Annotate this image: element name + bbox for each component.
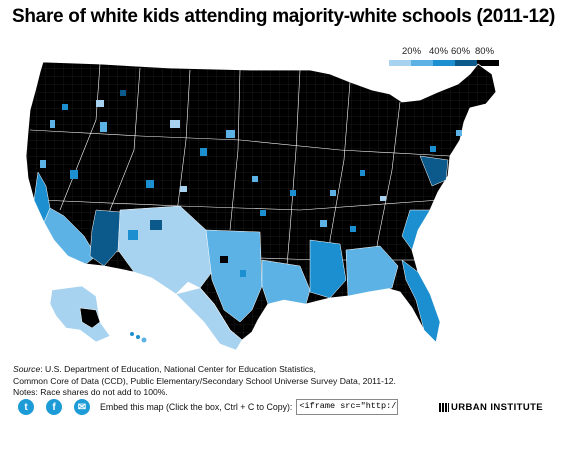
legend-swatch-20-40 bbox=[411, 60, 433, 66]
legend-swatch-0-20 bbox=[389, 60, 411, 66]
facebook-icon[interactable]: f bbox=[46, 399, 62, 415]
brand-name: URBAN INSTITUTE bbox=[451, 402, 544, 413]
embed-label: Embed this map (Click the box, Ctrl + C … bbox=[100, 402, 293, 412]
notes-line: Notes: Race shares do not add to 100%. bbox=[13, 387, 168, 397]
legend-swatch-40-60 bbox=[433, 60, 455, 66]
choropleth-map[interactable] bbox=[0, 60, 584, 360]
source-label: Source bbox=[13, 364, 41, 374]
map-title: Share of white kids attending majority-w… bbox=[12, 6, 556, 27]
urban-institute-mark-icon bbox=[439, 403, 449, 412]
source-note: Source: U.S. Department of Education, Na… bbox=[13, 364, 396, 399]
map-svg[interactable] bbox=[0, 60, 584, 360]
source-line-1: Source: U.S. Department of Education, Na… bbox=[13, 364, 396, 376]
twitter-icon[interactable]: t bbox=[18, 399, 34, 415]
legend-label-20: 20% bbox=[402, 46, 422, 57]
legend-labels: 20% 40% 60% 80% bbox=[389, 46, 499, 58]
source-text: : U.S. Department of Education, National… bbox=[40, 364, 316, 374]
share-bar: t f ✉ Embed this map (Click the box, Ctr… bbox=[18, 398, 399, 416]
legend-label-80: 80% bbox=[475, 46, 495, 57]
email-icon[interactable]: ✉ bbox=[74, 399, 90, 415]
urban-institute-logo[interactable]: URBAN INSTITUTE bbox=[439, 402, 543, 413]
alaska-southeast bbox=[79, 307, 101, 329]
county-speckles bbox=[40, 90, 462, 277]
legend-label-40: 40% bbox=[429, 46, 449, 57]
legend-color-bar bbox=[389, 60, 499, 66]
legend-label-60: 60% bbox=[451, 46, 471, 57]
hawaii[interactable] bbox=[130, 332, 147, 343]
legend-swatch-60-80 bbox=[455, 60, 477, 66]
legend-swatch-80-100 bbox=[477, 60, 499, 66]
southwest-region bbox=[33, 171, 263, 351]
source-line-2: Common Core of Data (CCD), Public Elemen… bbox=[13, 375, 396, 386]
south-region bbox=[261, 155, 449, 343]
embed-code-input[interactable]: <iframe src="http:// bbox=[296, 399, 399, 415]
alaska[interactable] bbox=[49, 285, 111, 343]
legend: 20% 40% 60% 80% bbox=[389, 46, 499, 66]
